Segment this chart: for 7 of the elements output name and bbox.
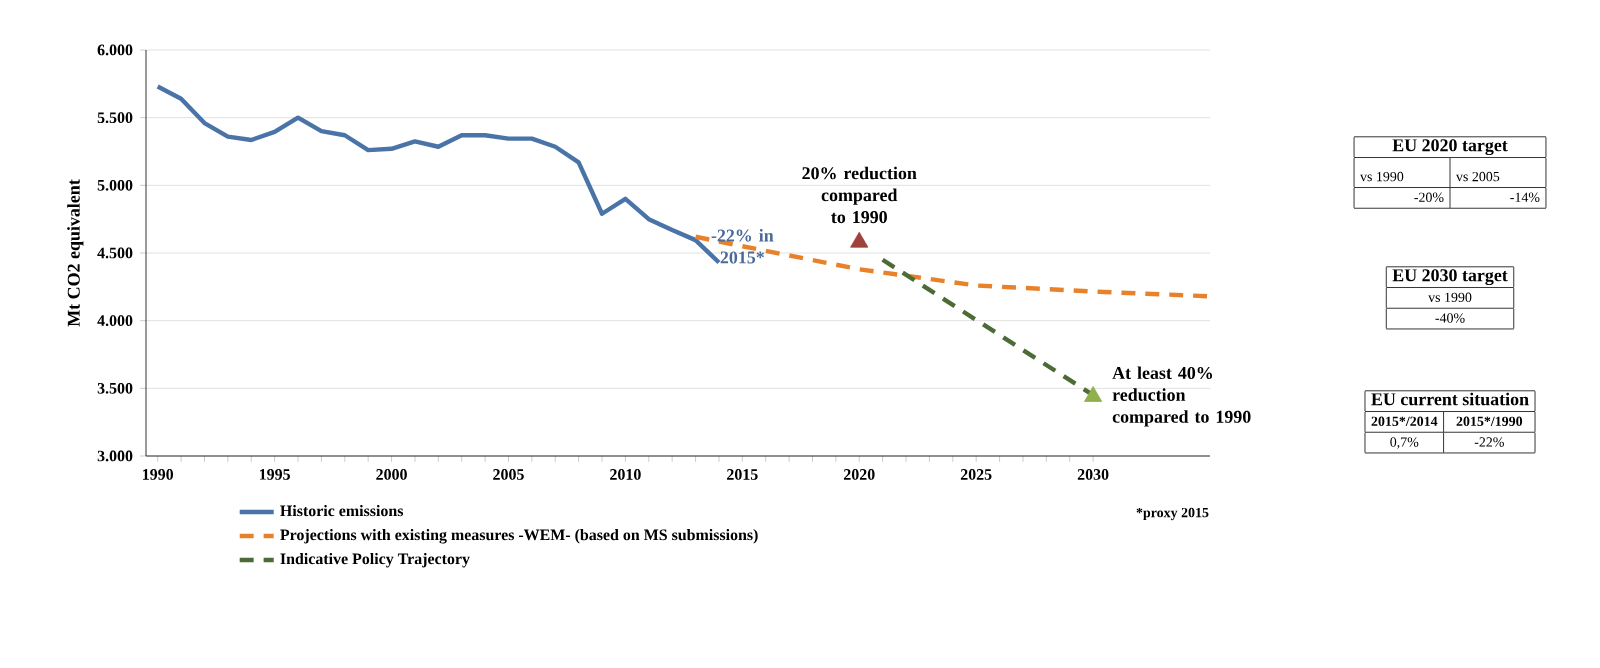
text: EU 2030 target (1392, 269, 1508, 286)
annotation: -22% in 2015* (711, 228, 774, 264)
y-axis-title: Mt CO2 equivalent (67, 179, 84, 327)
annotation: At least 40% reduction compared to 1990 (1112, 366, 1251, 427)
text: EU 2020 target (1392, 139, 1508, 156)
text: EU current situation (1371, 392, 1529, 406)
annotation: 20% reduction compared to 1990 (802, 166, 917, 224)
